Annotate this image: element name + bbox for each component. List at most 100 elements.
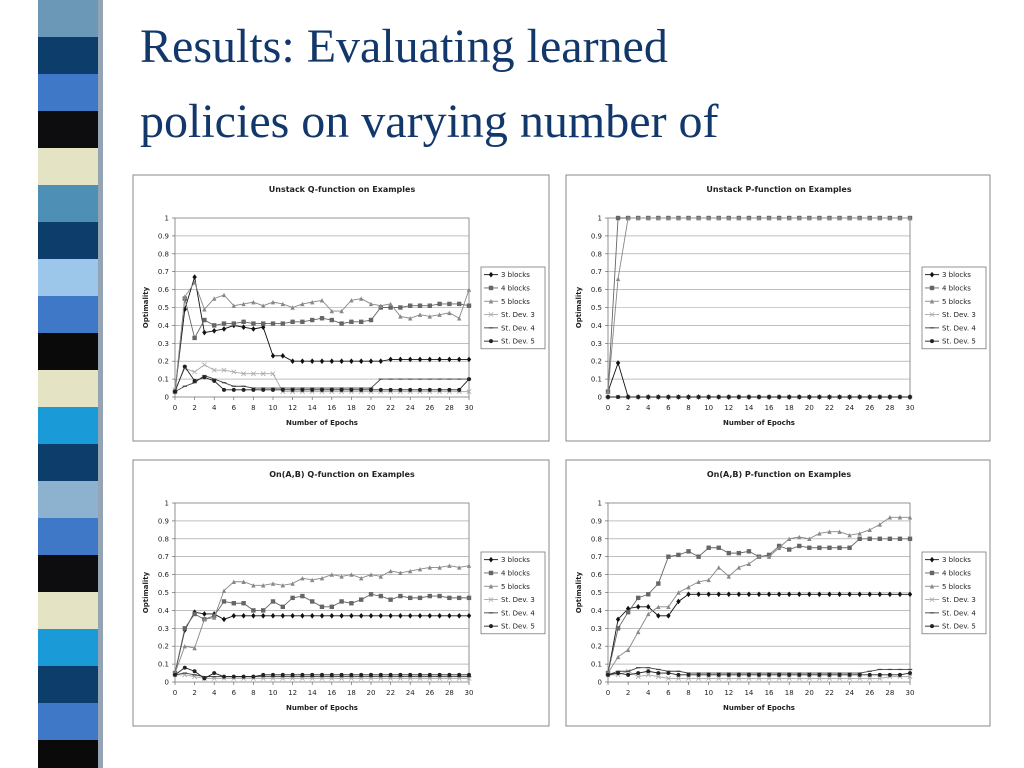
x-tick-label: 2 — [626, 404, 630, 412]
point-marker — [466, 595, 472, 601]
point-marker — [359, 358, 364, 364]
point-marker — [686, 215, 691, 221]
point-marker — [241, 371, 247, 377]
legend-label: 5 blocks — [501, 298, 530, 306]
point-marker — [280, 387, 285, 392]
point-marker — [300, 593, 305, 599]
point-marker — [615, 654, 621, 660]
point-marker — [202, 617, 207, 622]
y-tick-label: 0.8 — [591, 250, 602, 258]
point-marker — [736, 395, 741, 399]
stripe — [38, 444, 98, 481]
point-marker — [408, 595, 413, 601]
legend-label: 5 blocks — [501, 583, 530, 591]
point-marker — [897, 395, 902, 399]
y-tick-label: 0.7 — [591, 268, 602, 276]
point-marker — [212, 671, 217, 676]
legend-label: St. Dev. 3 — [942, 311, 976, 319]
point-marker — [615, 360, 621, 366]
stripe — [38, 555, 98, 592]
point-marker — [806, 675, 812, 681]
y-tick-label: 0.9 — [158, 232, 169, 240]
point-marker — [447, 595, 452, 601]
point-marker — [676, 598, 681, 605]
point-marker — [369, 387, 373, 392]
point-marker — [615, 626, 621, 631]
y-tick-label: 0 — [165, 679, 169, 687]
point-marker — [310, 299, 315, 305]
point-marker — [676, 552, 681, 558]
point-marker — [847, 215, 852, 221]
point-marker — [261, 321, 266, 326]
point-marker — [231, 369, 237, 375]
point-marker — [756, 675, 762, 681]
point-marker — [192, 645, 197, 651]
point-marker — [270, 353, 276, 359]
x-tick-label: 14 — [744, 689, 753, 697]
x-tick-label: 12 — [724, 404, 733, 412]
point-marker — [388, 612, 393, 619]
point-marker — [636, 215, 641, 221]
point-marker — [349, 387, 354, 392]
point-marker — [369, 672, 373, 677]
point-marker — [241, 601, 246, 606]
point-marker — [241, 674, 246, 679]
point-marker — [696, 395, 701, 399]
legend-label: St. Dev. 5 — [501, 623, 535, 631]
legend-marker — [488, 597, 494, 603]
point-marker — [466, 303, 472, 308]
y-tick-label: 0.3 — [591, 340, 602, 348]
point-marker — [686, 395, 691, 399]
point-marker — [837, 545, 842, 550]
point-marker — [457, 672, 462, 677]
point-marker — [378, 303, 383, 308]
y-axis-label: Optimality — [575, 571, 583, 613]
point-marker — [398, 305, 403, 310]
stripe-edge — [98, 0, 103, 768]
legend-label: 4 blocks — [501, 569, 530, 577]
point-marker — [625, 647, 631, 652]
point-marker — [261, 583, 266, 588]
x-axis-label: Number of Epochs — [286, 704, 358, 712]
point-marker — [212, 323, 217, 328]
point-marker — [706, 395, 711, 399]
point-marker — [777, 395, 782, 399]
x-tick-label: 30 — [906, 689, 915, 697]
point-marker — [378, 358, 383, 364]
x-tick-label: 10 — [269, 404, 278, 412]
point-marker — [757, 395, 761, 399]
point-marker — [329, 317, 334, 323]
legend-marker — [488, 584, 494, 589]
y-tick-label: 0.8 — [158, 250, 169, 258]
x-tick-label: 12 — [288, 689, 297, 697]
point-marker — [837, 529, 842, 534]
x-tick-label: 10 — [704, 689, 713, 697]
point-marker — [310, 358, 315, 364]
point-marker — [605, 389, 611, 394]
point-marker — [746, 395, 751, 399]
legend-label: St. Dev. 3 — [501, 311, 535, 319]
x-tick-label: 4 — [212, 404, 217, 412]
y-tick-label: 0.1 — [158, 376, 169, 384]
point-marker — [310, 672, 315, 677]
x-tick-label: 18 — [785, 404, 794, 412]
point-marker — [867, 536, 872, 541]
point-marker — [447, 612, 452, 619]
y-tick-label: 1 — [165, 500, 169, 508]
point-marker — [696, 672, 701, 677]
point-marker — [736, 675, 742, 681]
point-marker — [339, 321, 344, 326]
point-marker — [766, 675, 772, 681]
point-marker — [706, 215, 711, 221]
point-marker — [241, 612, 246, 619]
stripe — [38, 481, 98, 518]
x-tick-label: 0 — [606, 404, 610, 412]
point-marker — [359, 597, 364, 602]
point-marker — [201, 362, 207, 368]
stripe — [38, 370, 98, 407]
legend-box — [921, 266, 987, 350]
y-tick-label: 0.2 — [158, 643, 169, 651]
point-marker — [319, 316, 325, 321]
legend-marker — [488, 570, 494, 576]
point-marker — [776, 545, 782, 550]
